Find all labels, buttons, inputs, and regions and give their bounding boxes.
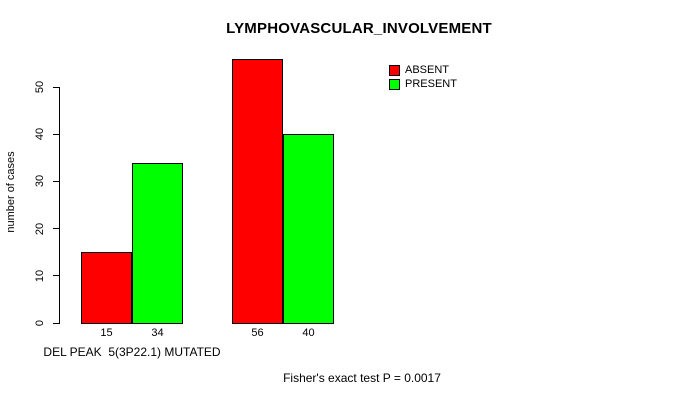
bar-value-label: 56 [251,327,264,339]
y-tick-label: 10 [34,269,46,282]
bar-value-label: 40 [302,327,315,339]
y-tick [53,86,59,88]
y-tick [53,133,59,135]
legend-item-absent: ABSENT [389,65,457,76]
y-tick-label: 40 [34,128,46,141]
bar-present-group2 [283,134,334,324]
legend-swatch-absent [389,65,400,76]
y-tick [53,322,59,324]
y-tick-label: 50 [34,80,46,94]
bar-value-label: 15 [100,327,113,339]
legend-label-present: PRESENT [405,78,457,90]
bar-absent-group2 [232,58,283,324]
legend-label-absent: ABSENT [405,64,450,76]
y-tick-label: 30 [34,175,46,188]
fisher-test-note: Fisher's exact test P = 0.0017 [283,371,441,385]
y-tick-label: 20 [34,222,46,235]
y-tick [53,228,59,230]
y-axis [59,87,60,324]
legend: ABSENT PRESENT [389,65,457,90]
legend-item-present: PRESENT [389,79,457,90]
y-axis-label: number of cases [5,151,17,233]
y-tick-label: 0 [34,319,46,327]
legend-swatch-present [389,79,400,90]
bar-value-label: 34 [151,327,164,339]
chart-title: LYMPHOVASCULAR_INVOLVEMENT [226,20,492,37]
y-tick [53,275,59,277]
bar-present-group1 [132,162,183,324]
bar-absent-group1 [81,252,132,324]
y-tick [53,180,59,182]
x-category-label: DEL PEAK 5(3P22.1) MUTATED [43,345,221,359]
